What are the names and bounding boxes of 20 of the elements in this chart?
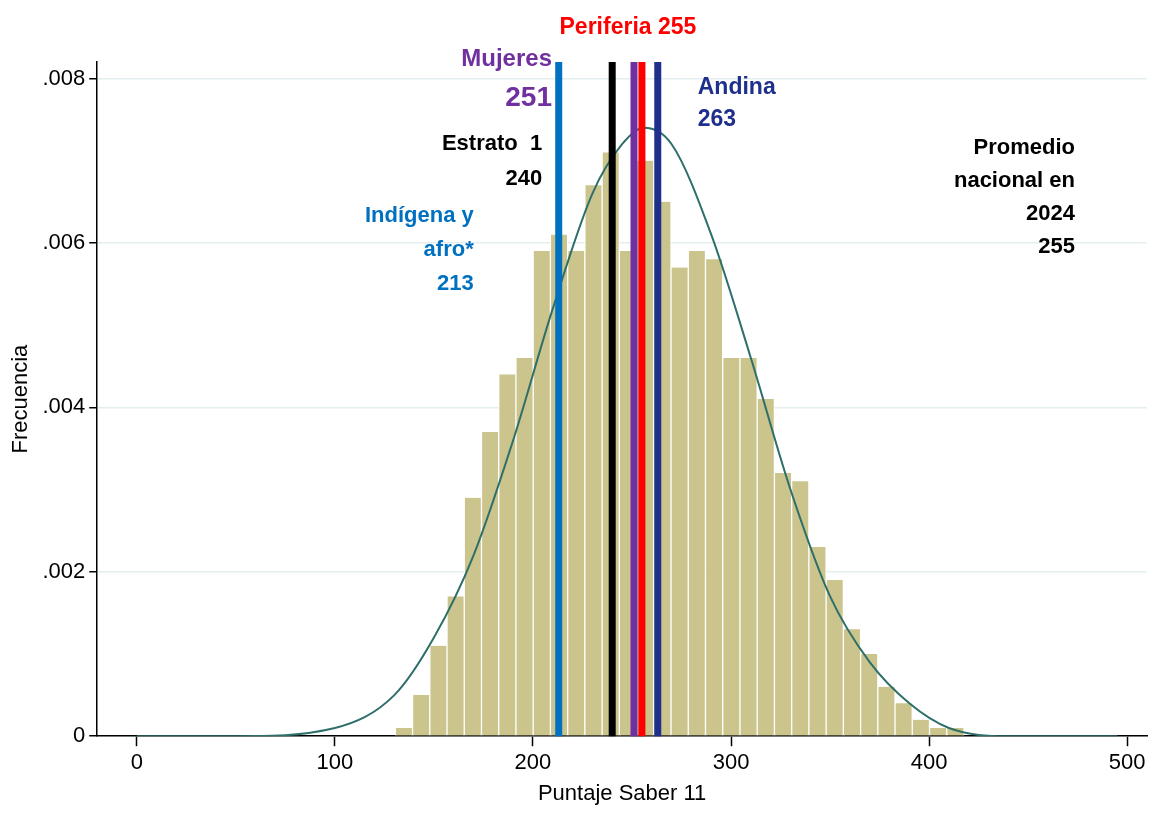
x-axis-title: Puntaje Saber 11 [537, 779, 707, 805]
ref-line-label: Estrato 1 240 [441, 130, 543, 190]
line-series [135, 126, 1119, 737]
ref-line-label: Andina 263 [697, 73, 776, 131]
y-tick-label: .006 [42, 228, 86, 254]
ref-line-label: Mujeres 251 [461, 44, 552, 112]
ref-line-label: Indígena y afro* 213 [364, 202, 475, 295]
y-axis-title: Frecuencia [7, 343, 33, 454]
annotation: Promedio nacional en 2024 255 [953, 134, 1076, 258]
y-tick-label: .002 [42, 557, 86, 583]
x-tick-label: 400 [910, 749, 948, 775]
y-tick-label: .004 [42, 393, 86, 419]
x-tick-label: 200 [514, 749, 552, 775]
y-tick-label: 0 [72, 722, 86, 748]
x-tick-label: 0 [130, 749, 143, 775]
x-tick-label: 300 [712, 749, 750, 775]
x-tick-label: 100 [316, 749, 354, 775]
ref-line-label: Periferia 255 [559, 13, 697, 39]
x-tick-label: 500 [1108, 749, 1146, 775]
y-tick-label: .008 [42, 64, 86, 90]
